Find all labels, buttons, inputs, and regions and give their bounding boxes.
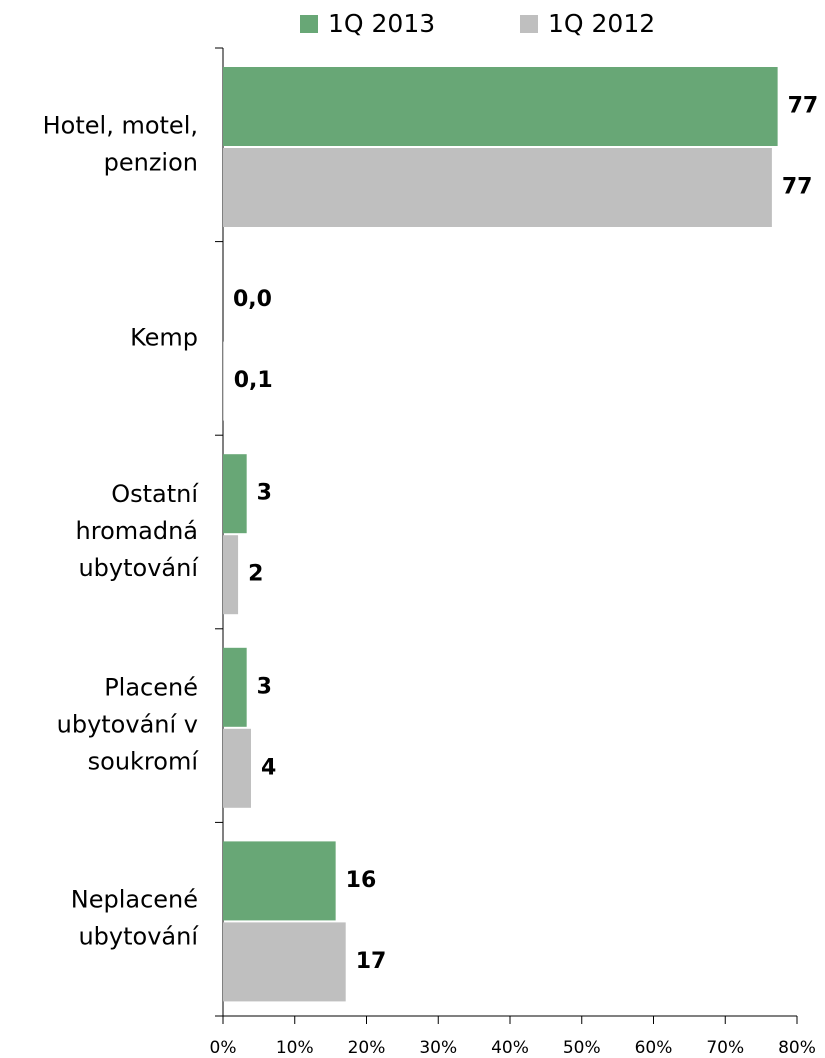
value-label: 3: [257, 481, 272, 506]
x-tick-label: 50%: [563, 1038, 601, 1058]
bar: [223, 148, 772, 227]
x-tick-label: 20%: [348, 1038, 386, 1058]
x-tick-label: 60%: [635, 1038, 673, 1058]
x-tick-label: 70%: [706, 1038, 744, 1058]
bar: [223, 67, 778, 146]
x-tick-label: 80%: [778, 1038, 816, 1058]
category-label: Hotel, motel, penzion: [43, 111, 198, 176]
category-label: Placené ubytování v soukromí: [57, 674, 200, 776]
legend-swatch: [520, 15, 538, 33]
value-label: 0,1: [234, 368, 273, 393]
value-label: 4: [261, 755, 276, 780]
value-label: 2: [248, 562, 263, 587]
value-label: 0,0: [233, 287, 272, 312]
value-label: 17: [356, 949, 387, 974]
bar: [223, 535, 239, 615]
value-label: 77: [788, 94, 819, 119]
x-tick-label: 10%: [276, 1038, 314, 1058]
legend-label: 1Q 2013: [328, 9, 435, 38]
bar: [223, 454, 247, 534]
x-tick-label: 30%: [419, 1038, 457, 1058]
legend-swatch: [300, 15, 318, 33]
value-label: 3: [257, 674, 272, 699]
bar: [223, 728, 251, 808]
value-label: 16: [346, 868, 377, 893]
legend-label: 1Q 2012: [548, 9, 655, 38]
bar: [223, 841, 336, 921]
bar: [223, 922, 346, 1002]
bar: [223, 341, 224, 421]
x-tick-label: 40%: [491, 1038, 529, 1058]
category-label: Ostatní hromadná ubytování: [76, 480, 200, 582]
category-label: Kemp: [130, 323, 198, 351]
category-label: Neplacené ubytování: [71, 886, 200, 951]
bar: [223, 647, 247, 727]
x-tick-label: 0%: [210, 1038, 237, 1058]
value-label: 77: [782, 175, 813, 200]
